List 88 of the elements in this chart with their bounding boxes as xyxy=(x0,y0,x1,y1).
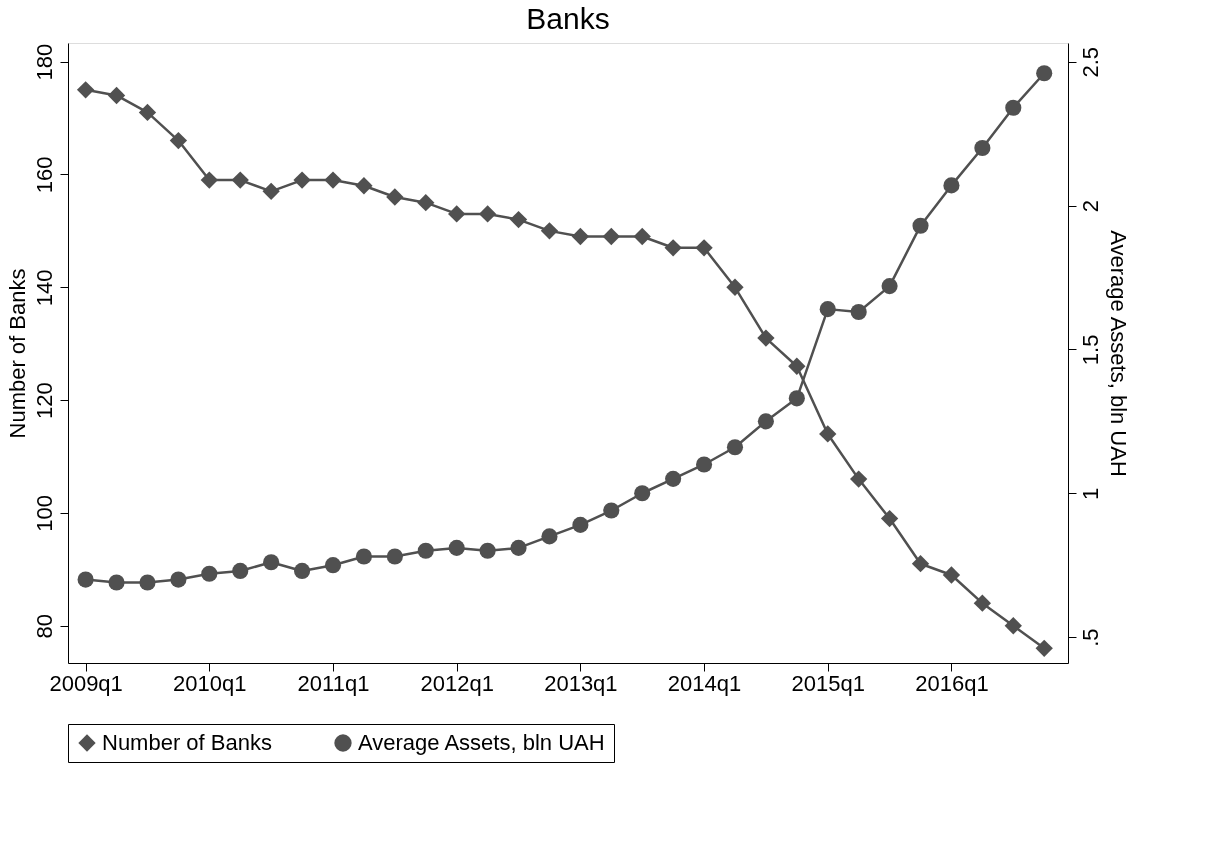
point xyxy=(77,571,94,588)
point xyxy=(788,390,805,407)
point xyxy=(139,574,156,591)
point xyxy=(509,210,528,229)
point xyxy=(726,439,744,456)
x-tick-label: 2011q1 xyxy=(297,670,370,696)
y2-tick-label: 2 xyxy=(1077,199,1103,213)
point xyxy=(1004,617,1022,635)
point xyxy=(107,86,126,105)
point xyxy=(974,139,991,157)
point xyxy=(1036,65,1053,82)
point xyxy=(911,555,930,573)
point xyxy=(324,171,342,189)
y2-tick-label: 1.5 xyxy=(1077,334,1103,366)
point xyxy=(263,554,280,571)
point xyxy=(76,81,95,99)
point xyxy=(695,239,713,257)
point xyxy=(170,571,187,588)
x-tick-label: 2015q1 xyxy=(791,670,865,696)
point xyxy=(819,425,837,443)
point xyxy=(294,562,311,579)
point xyxy=(478,205,497,223)
point xyxy=(634,485,651,502)
point xyxy=(603,502,620,519)
point xyxy=(881,278,898,295)
point xyxy=(231,171,249,189)
point xyxy=(664,239,682,257)
point xyxy=(1035,639,1053,657)
y2-axis-title: Average Assets, bln UAH xyxy=(1105,230,1131,477)
y-tick-label: 120 xyxy=(31,382,57,419)
point xyxy=(696,456,713,473)
point xyxy=(880,509,899,528)
point xyxy=(973,594,992,612)
y2-tick-label: 2.5 xyxy=(1077,46,1103,78)
point xyxy=(943,177,960,194)
point xyxy=(602,227,620,246)
x-tick-label: 2016q1 xyxy=(915,670,989,696)
y-tick-label: 80 xyxy=(31,614,57,639)
y2-tick-label: 1 xyxy=(1077,487,1103,500)
point xyxy=(757,329,775,347)
point xyxy=(262,182,280,201)
point xyxy=(201,565,218,582)
legend-label: Average Assets, bln UAH xyxy=(358,730,605,755)
x-tick-label: 2013q1 xyxy=(544,670,618,696)
point xyxy=(169,131,188,150)
point xyxy=(324,557,342,574)
point xyxy=(355,548,372,565)
point xyxy=(448,205,466,223)
x-tick-label: 2009q1 xyxy=(49,670,123,696)
x-tick-label: 2010q1 xyxy=(173,670,247,696)
point xyxy=(293,171,311,189)
y2-tick-label: .5 xyxy=(1077,628,1103,647)
point xyxy=(200,171,218,189)
point xyxy=(665,470,682,487)
x-tick-label: 2012q1 xyxy=(420,670,494,696)
point xyxy=(138,103,157,122)
point xyxy=(510,539,527,556)
point xyxy=(479,542,496,559)
point xyxy=(850,470,868,488)
point xyxy=(448,539,465,556)
point xyxy=(355,177,373,195)
y-tick-label: 100 xyxy=(31,495,57,532)
point xyxy=(540,222,559,240)
point xyxy=(417,542,434,559)
y-tick-label: 140 xyxy=(31,269,57,307)
point xyxy=(108,574,125,591)
y-tick-label: 180 xyxy=(31,43,57,81)
legend-label: Number of Banks xyxy=(102,730,272,755)
point xyxy=(417,193,435,212)
point xyxy=(541,528,558,545)
y-axis-title: Number of Banks xyxy=(4,268,30,439)
point xyxy=(232,562,249,579)
point xyxy=(819,301,836,318)
point xyxy=(633,227,651,246)
point xyxy=(726,278,744,296)
point xyxy=(757,413,774,430)
point xyxy=(1005,99,1022,116)
chart-title: Banks xyxy=(526,2,610,35)
point xyxy=(850,303,867,321)
point xyxy=(386,188,404,206)
point xyxy=(386,548,403,565)
y-tick-label: 160 xyxy=(31,156,57,194)
x-tick-label: 2014q1 xyxy=(667,670,742,696)
point xyxy=(942,566,961,584)
point xyxy=(788,357,806,375)
point xyxy=(571,227,590,246)
point xyxy=(912,217,929,234)
point xyxy=(572,516,589,533)
